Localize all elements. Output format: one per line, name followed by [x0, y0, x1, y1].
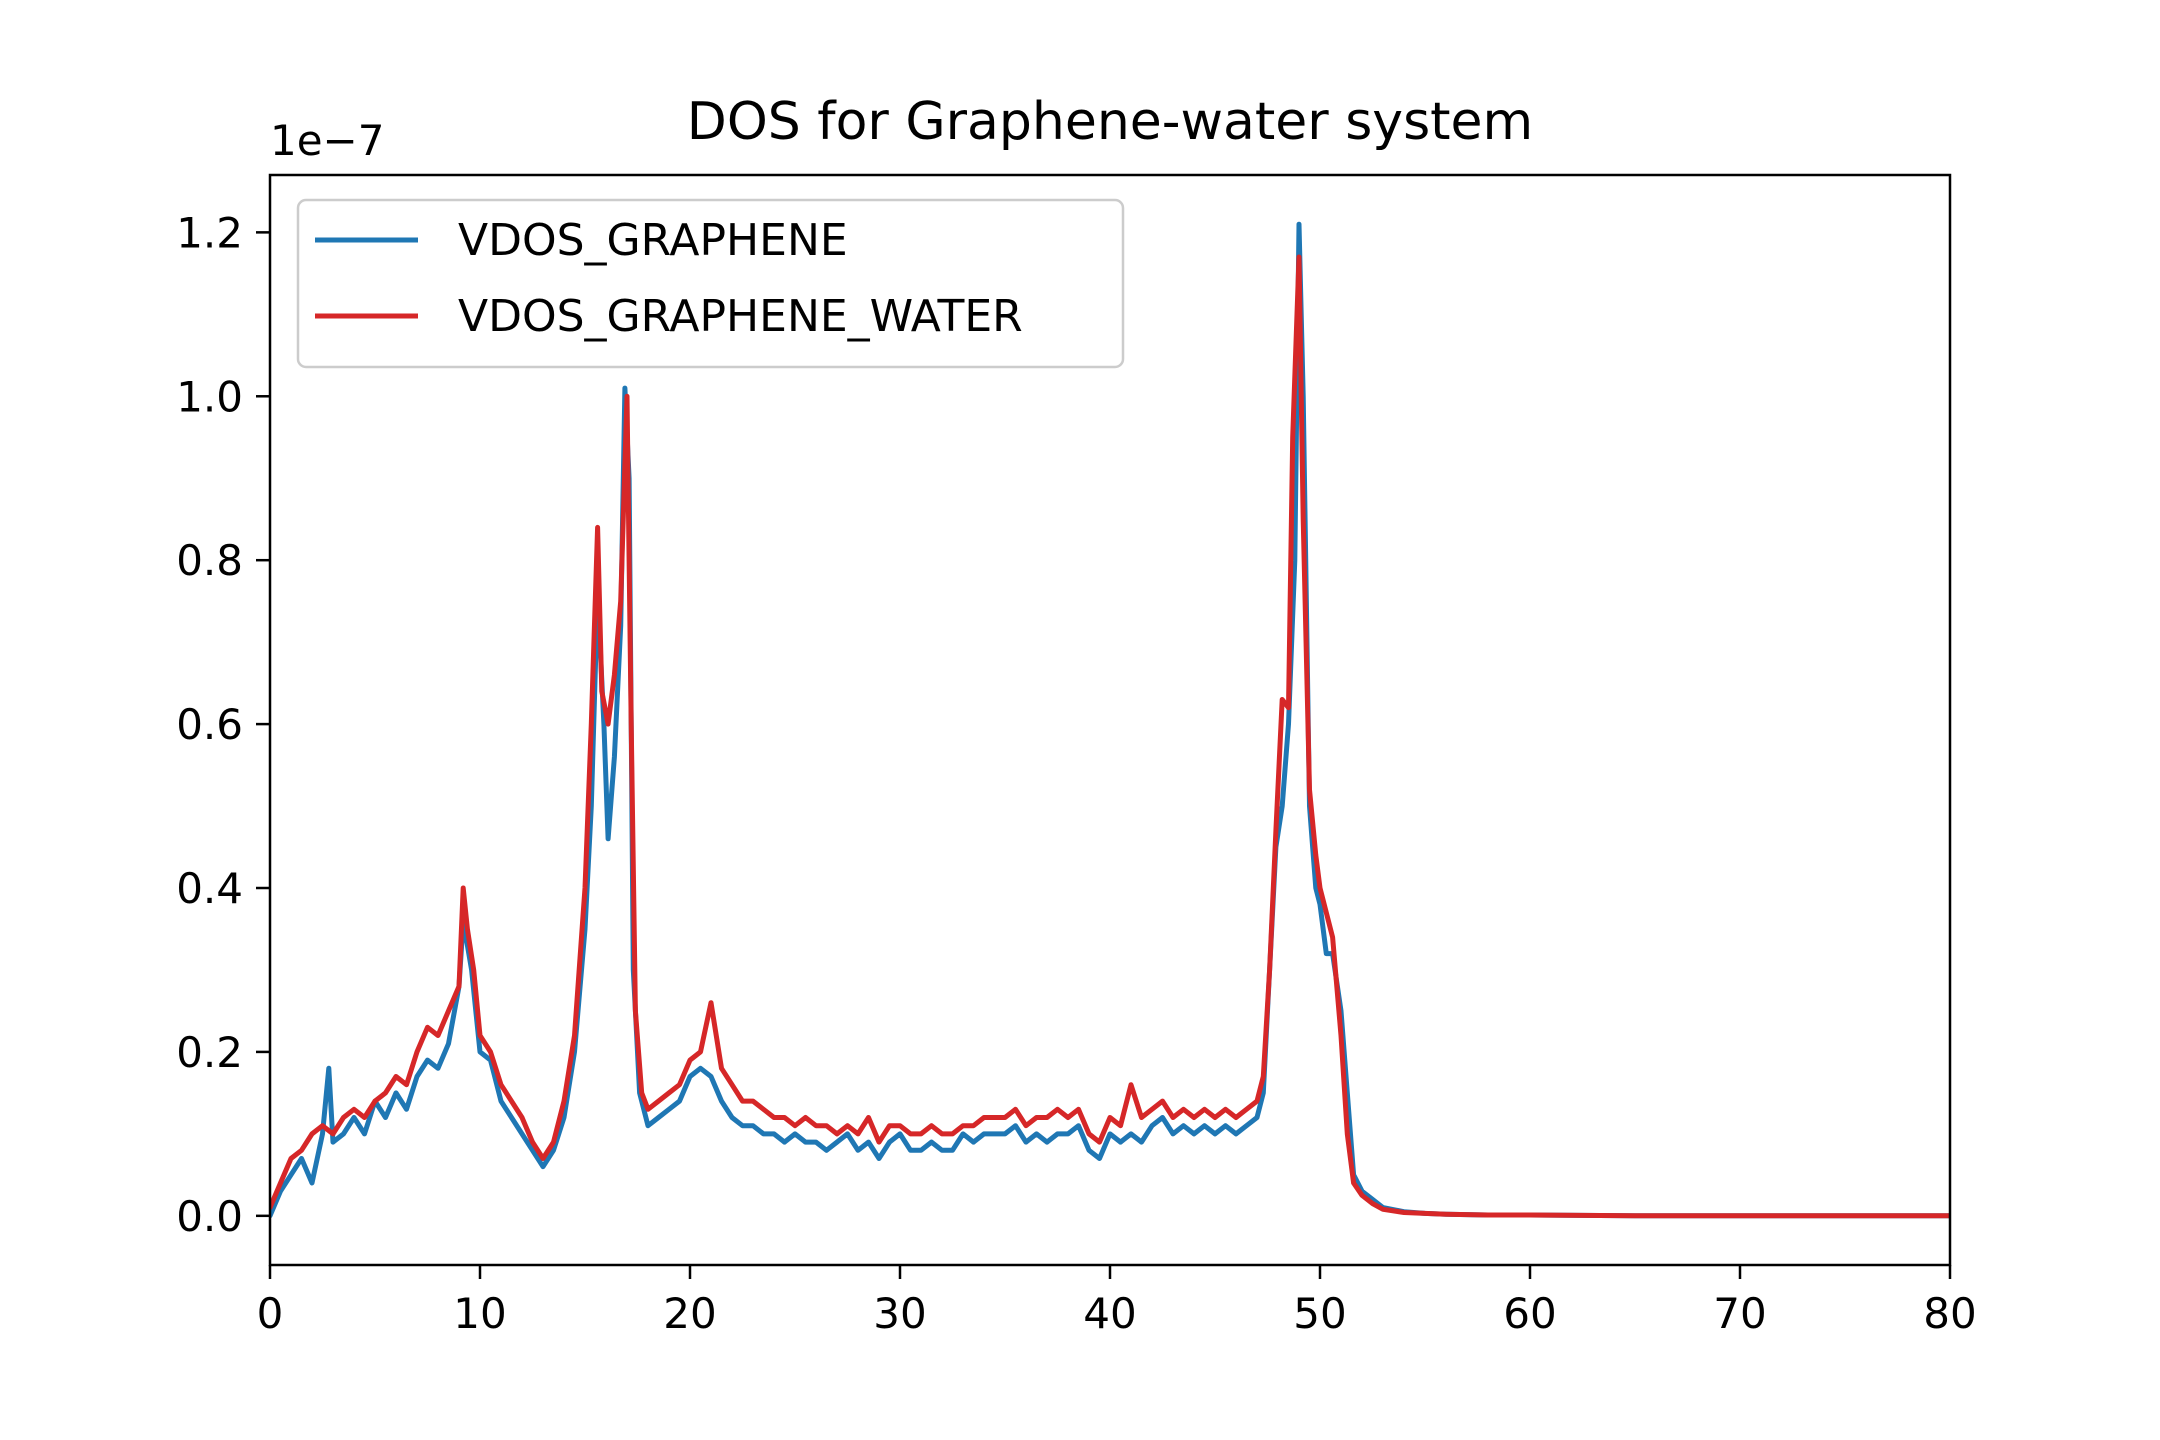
legend: VDOS_GRAPHENE VDOS_GRAPHENE_WATER — [296, 198, 1125, 369]
x-tick-label: 10 — [453, 1289, 506, 1338]
y-tick-label: 1.0 — [176, 372, 243, 421]
x-axis: 0 10 20 30 40 50 60 70 80 — [257, 1265, 1977, 1338]
legend-label-graphene-water: VDOS_GRAPHENE_WATER — [458, 291, 1023, 342]
x-tick-label: 40 — [1083, 1289, 1136, 1338]
series-line-graphene-water — [270, 254, 1950, 1219]
x-tick-label: 60 — [1503, 1289, 1556, 1338]
x-tick-label: 50 — [1293, 1289, 1346, 1338]
legend-label-graphene: VDOS_GRAPHENE — [458, 215, 848, 266]
legend-box — [296, 198, 1125, 369]
y-tick-label: 0.6 — [176, 700, 243, 749]
y-axis: 0.0 0.2 0.4 0.6 0.8 1.0 1.2 — [176, 208, 270, 1241]
series-lines — [270, 221, 1950, 1219]
x-tick-label: 20 — [663, 1289, 716, 1338]
y-offset-label: 1e−7 — [270, 116, 384, 165]
y-tick-label: 1.2 — [176, 208, 243, 257]
x-tick-label: 80 — [1923, 1289, 1976, 1338]
y-tick-label: 0.2 — [176, 1028, 243, 1077]
y-tick-label: 0.4 — [176, 864, 243, 913]
x-tick-label: 30 — [873, 1289, 926, 1338]
chart-title: DOS for Graphene-water system — [687, 92, 1533, 152]
x-tick-label: 0 — [257, 1289, 284, 1338]
x-tick-label: 70 — [1713, 1289, 1766, 1338]
y-tick-label: 0.8 — [176, 536, 243, 585]
y-tick-label: 0.0 — [176, 1192, 243, 1241]
